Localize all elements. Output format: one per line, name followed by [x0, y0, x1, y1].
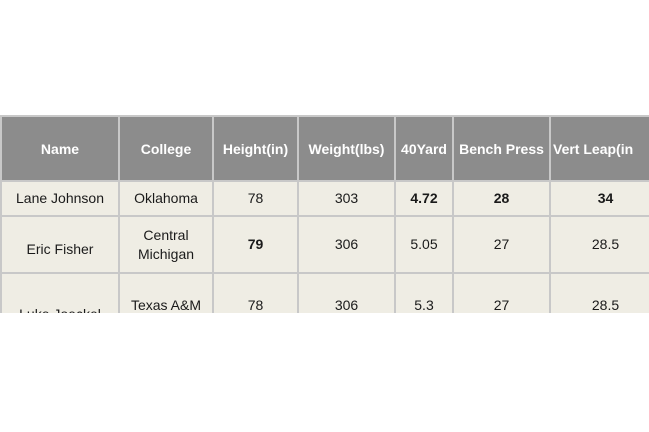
cell-college: Central Michigan — [118, 215, 214, 274]
stats-table-container: Name College Height(in) Weight(lbs) 40Ya… — [0, 115, 649, 313]
column-header-vert-leap: Vert Leap(in — [549, 115, 649, 182]
cell-college: Texas A&M — [118, 272, 214, 313]
cell-college: Oklahoma — [118, 180, 214, 217]
column-header-bench-press: Bench Press — [452, 115, 551, 182]
cell-height: 79 — [212, 215, 299, 274]
cell-vert-leap: 28.5 — [549, 272, 649, 313]
cell-bench-press: 27 — [452, 272, 551, 313]
cell-bench-press: 27 — [452, 215, 551, 274]
cell-weight: 306 — [297, 272, 396, 313]
table-row: Lane Johnson Oklahoma 78 303 4.72 28 34 — [0, 180, 649, 217]
cell-vert-leap: 34 — [549, 180, 649, 217]
cell-forty-yard: 4.72 — [394, 180, 454, 217]
table-row: Luke Joeckel Texas A&M 78 306 5.3 27 28.… — [0, 272, 649, 313]
cell-height: 78 — [212, 180, 299, 217]
table-row: Eric Fisher Central Michigan 79 306 5.05… — [0, 215, 649, 274]
cell-forty-yard: 5.05 — [394, 215, 454, 274]
cell-name: Eric Fisher — [0, 215, 120, 274]
column-header-name: Name — [0, 115, 120, 182]
cell-name: Lane Johnson — [0, 180, 120, 217]
cell-forty-yard: 5.3 — [394, 272, 454, 313]
cell-college-line2: Michigan — [137, 245, 195, 262]
cell-college-line1: Central — [143, 226, 189, 243]
column-header-weight: Weight(lbs) — [297, 115, 396, 182]
header-row: Name College Height(in) Weight(lbs) 40Ya… — [0, 115, 649, 182]
column-header-college: College — [118, 115, 214, 182]
column-header-height: Height(in) — [212, 115, 299, 182]
cell-weight: 303 — [297, 180, 396, 217]
cell-weight: 306 — [297, 215, 396, 274]
column-header-forty-yard: 40Yard — [394, 115, 454, 182]
cell-height: 78 — [212, 272, 299, 313]
cell-name: Luke Joeckel — [0, 272, 120, 313]
draft-prospects-table: Name College Height(in) Weight(lbs) 40Ya… — [0, 115, 649, 313]
cell-bench-press: 28 — [452, 180, 551, 217]
cell-vert-leap: 28.5 — [549, 215, 649, 274]
